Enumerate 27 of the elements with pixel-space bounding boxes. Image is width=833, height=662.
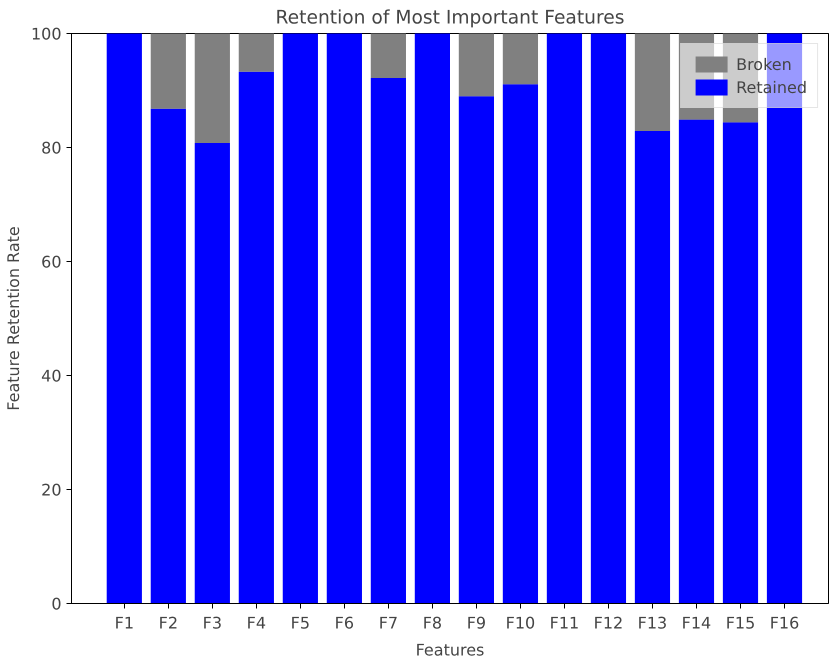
x-tick-label: F7 [378, 614, 398, 632]
x-tick-label: F12 [594, 614, 624, 632]
y-tick-label: 0 [51, 594, 62, 614]
x-axis-title: Features [416, 640, 484, 660]
x-tick-label: F4 [246, 614, 266, 632]
x-tick-label: F2 [158, 614, 178, 632]
x-tick-label: F10 [506, 614, 536, 632]
x-tick-label: F11 [550, 614, 580, 632]
x-tick-label: F15 [726, 614, 756, 632]
x-tick-label: F9 [466, 614, 486, 632]
y-tick-label: 40 [41, 366, 62, 386]
x-tick-label: F14 [682, 614, 712, 632]
y-tick-label: 60 [41, 252, 62, 272]
chart-title: Retention of Most Important Features [276, 8, 624, 28]
x-tick-label: F8 [422, 614, 442, 632]
x-tick-label: F1 [114, 614, 134, 632]
y-axis-title: Feature Retention Rate [4, 226, 23, 411]
y-tick-label: 20 [41, 480, 62, 500]
x-tick-label: F3 [202, 614, 222, 632]
x-tick-label: F6 [334, 614, 354, 632]
x-tick-label: F5 [290, 614, 310, 632]
x-tick-label: F13 [638, 614, 668, 632]
x-tick-label: F16 [770, 614, 800, 632]
y-tick-label: 80 [41, 138, 62, 158]
y-tick-label: 100 [30, 24, 62, 44]
legend-label: Retained [736, 78, 807, 96]
legend-label: Broken [736, 54, 792, 74]
